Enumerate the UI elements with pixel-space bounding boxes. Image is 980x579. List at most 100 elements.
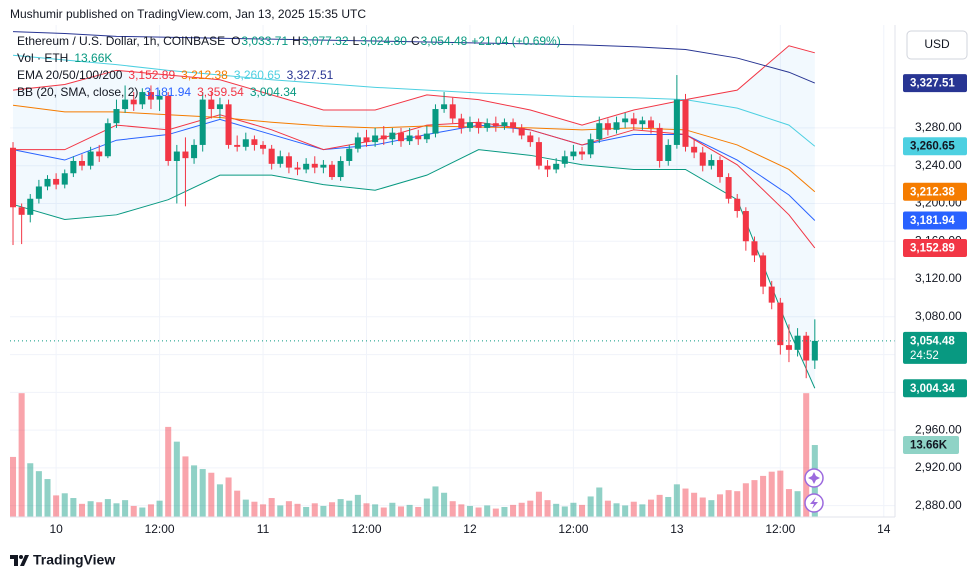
candle-body <box>225 104 232 145</box>
volume-bar <box>61 493 68 517</box>
candle-body <box>553 163 560 170</box>
legend-text: H <box>292 34 301 48</box>
candle-body <box>570 151 577 157</box>
volume-bar <box>544 500 551 517</box>
candle-body <box>303 163 310 170</box>
candle-body <box>501 122 508 127</box>
volume-bar <box>303 506 310 517</box>
price-tag-label: 3,004.34 <box>910 383 955 395</box>
volume-bar <box>18 393 25 517</box>
legend-text: 3,033.71 <box>241 34 288 48</box>
candle-body <box>320 164 327 168</box>
volume-bar <box>139 507 146 517</box>
indicator-line <box>12 104 816 193</box>
x-tick-label: 12 <box>463 522 477 536</box>
candle-body <box>346 148 353 161</box>
candle-body <box>708 160 715 166</box>
candle-body <box>277 156 284 164</box>
candle-body <box>630 118 637 125</box>
currency-label: USD <box>924 37 950 51</box>
volume-bar <box>415 506 422 517</box>
volume-bar <box>10 456 17 517</box>
volume-bar <box>234 490 241 517</box>
candle-body <box>475 122 482 128</box>
legend-text: L <box>353 34 360 48</box>
candle-body <box>380 135 387 140</box>
x-tick-label: 13 <box>670 522 684 536</box>
candle-body <box>734 198 741 212</box>
candle-body <box>691 146 698 153</box>
candle-body <box>458 118 465 128</box>
legend-text: 3,152.89 <box>128 68 175 82</box>
volume-bar <box>173 441 180 517</box>
candle-body <box>354 137 361 149</box>
legend-text: 3,212.38 <box>181 68 228 82</box>
currency-button[interactable] <box>906 30 968 60</box>
volume-bar <box>803 393 810 517</box>
indicator-line <box>12 149 816 389</box>
volume-bar <box>449 501 456 517</box>
legend-text: C <box>411 34 420 48</box>
legend-text: 13.66K <box>74 51 112 65</box>
volume-bar <box>794 491 801 517</box>
grid <box>10 25 895 517</box>
x-tick-label: 12:00 <box>765 522 795 536</box>
volume-bar <box>596 487 603 517</box>
volume-bar <box>613 503 620 517</box>
volume-bar <box>199 469 206 517</box>
volume-bar <box>380 507 387 517</box>
volume-bar <box>251 501 258 517</box>
volume-bar <box>673 484 680 517</box>
volume-bar <box>510 504 517 517</box>
volume-bar <box>53 495 60 517</box>
volume-bar <box>579 504 586 517</box>
volume-bar <box>191 465 198 517</box>
candle-body <box>742 211 749 242</box>
candle-body <box>432 109 439 134</box>
price-tag <box>903 137 967 156</box>
volume-bar <box>682 488 689 517</box>
candle-body <box>216 104 223 110</box>
candle-body <box>363 137 370 143</box>
candle-body <box>647 120 655 128</box>
price-tag-label: 3,212.38 <box>910 186 955 198</box>
candle-body <box>18 207 25 215</box>
x-tick-label: 12:00 <box>351 522 381 536</box>
volume-bar <box>354 494 361 517</box>
candle-body <box>191 144 198 159</box>
volume-bar <box>406 504 413 517</box>
candle-body <box>260 144 267 149</box>
candle-body <box>328 164 336 178</box>
volume-bar <box>734 491 741 517</box>
volume-bar <box>70 498 77 517</box>
volume-bar <box>604 500 611 517</box>
volume-bar <box>699 497 706 517</box>
candle-body <box>535 142 542 166</box>
price-tag <box>903 74 967 93</box>
candle-body <box>294 167 301 170</box>
candle-body <box>147 92 154 100</box>
price-tag <box>903 238 967 257</box>
volume-bar <box>691 492 698 517</box>
publisher-line: Mushumir published on TradingView.com, J… <box>10 7 366 21</box>
price-tag-label: 3,152.89 <box>910 242 955 254</box>
volume-bar <box>742 483 749 517</box>
candle-body <box>768 286 775 303</box>
legend-text: O <box>231 34 240 48</box>
volume-bar <box>484 505 491 517</box>
legend: Ethereum / U.S. Dollar, 1h, COINBASE O 3,0… <box>17 34 561 99</box>
volume-bar <box>777 470 784 517</box>
volume-bar <box>208 472 215 517</box>
volume-bar <box>363 503 370 517</box>
candle-body <box>777 302 784 346</box>
volume-bar <box>561 506 568 517</box>
legend-text: 3,024.80 <box>360 34 407 48</box>
y-tick-label: 3,240.00 <box>915 158 962 172</box>
candle-body <box>156 95 163 100</box>
candle-body <box>579 151 586 155</box>
candle-body <box>397 132 405 142</box>
candle-body <box>389 132 396 140</box>
legend-text: 3,260.65 <box>234 68 281 82</box>
volume-bar <box>423 498 430 517</box>
